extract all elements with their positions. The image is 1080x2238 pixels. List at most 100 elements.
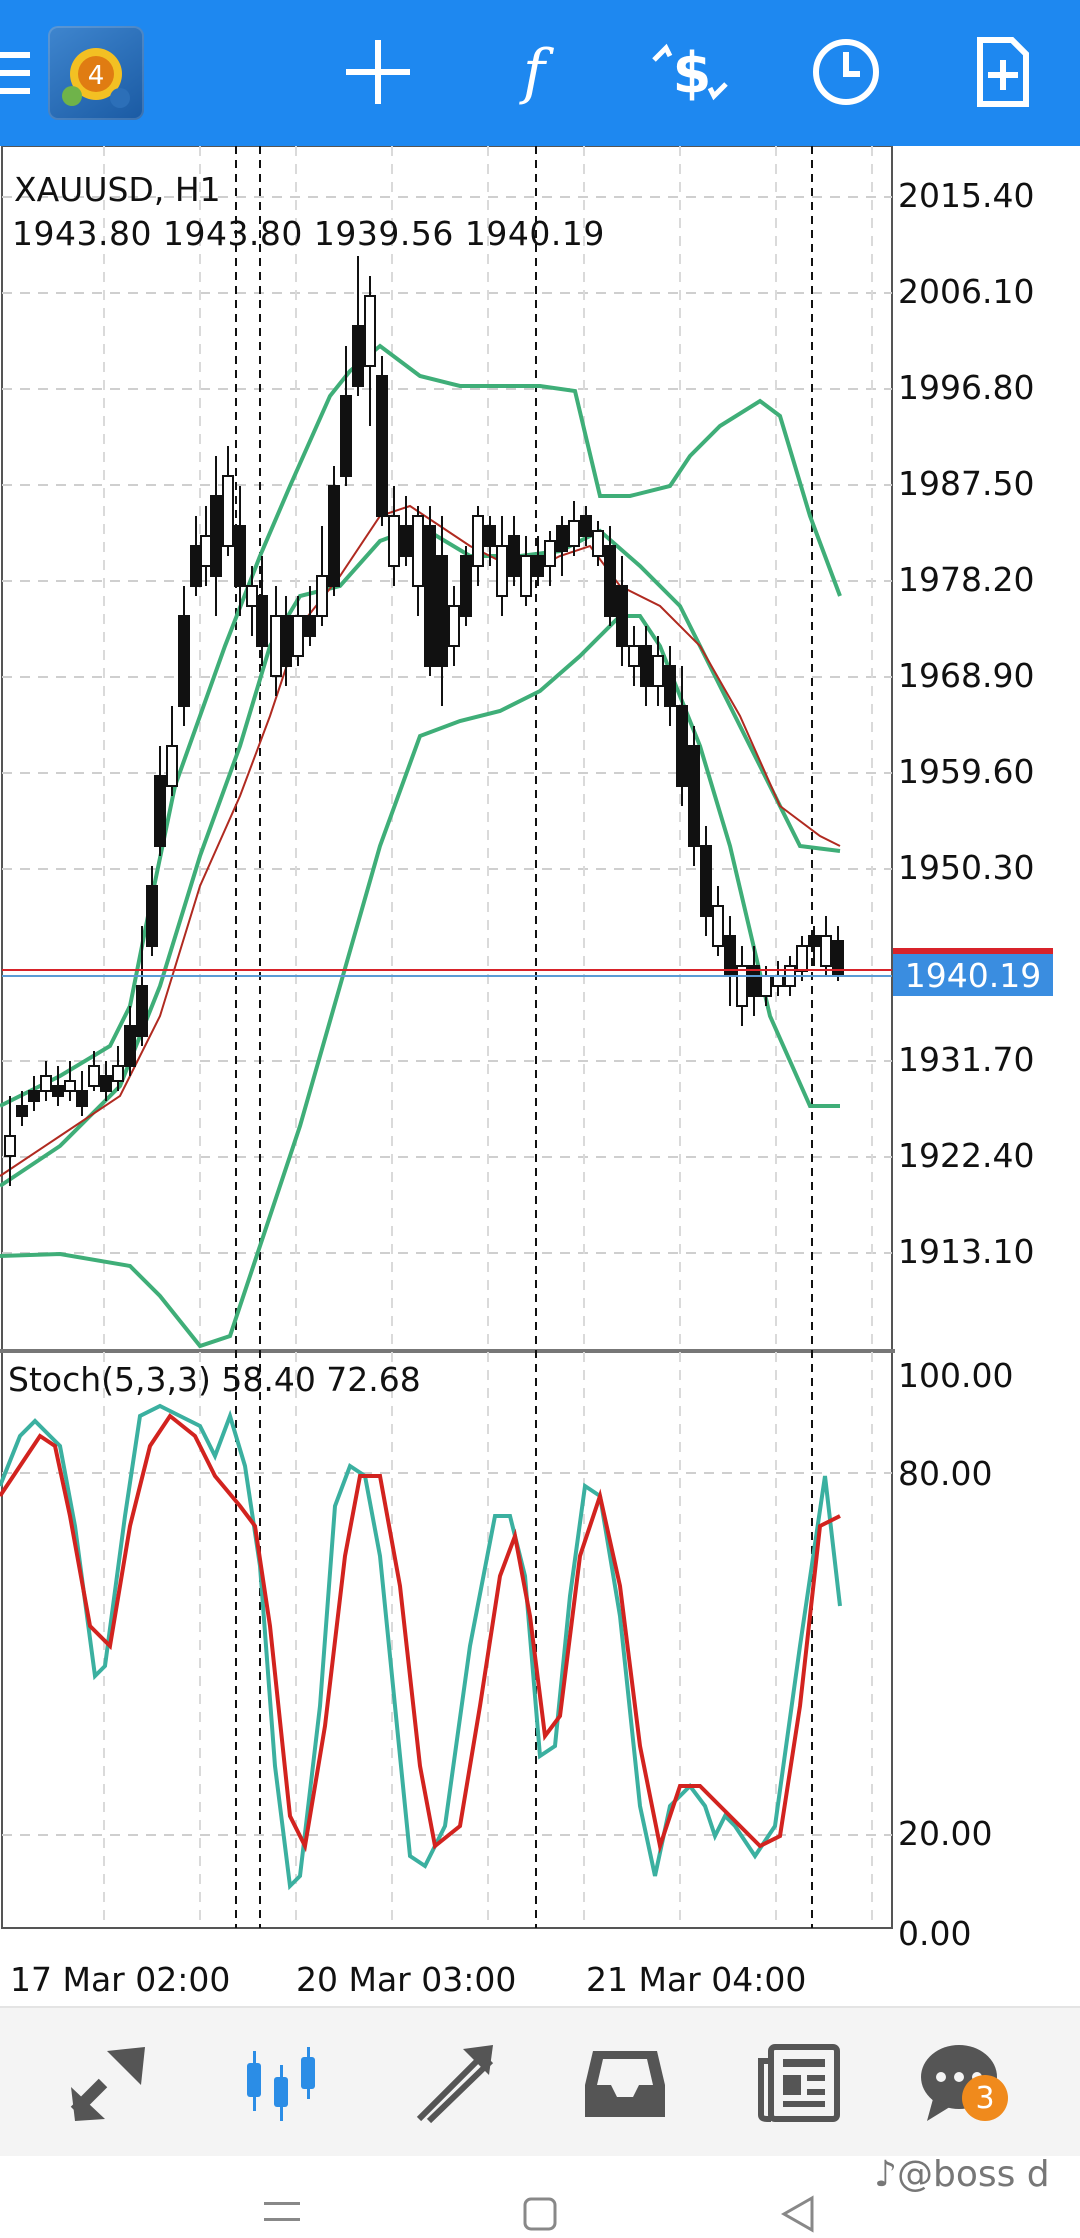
- candle-body: [544, 540, 556, 567]
- function-icon[interactable]: f: [492, 30, 576, 114]
- price-axis-label: 1978.20: [898, 560, 1035, 599]
- price-axis-label: 1922.40: [898, 1136, 1035, 1175]
- time-axis-label: 21 Mar 04:00: [586, 1960, 807, 1999]
- candle-body: [88, 1065, 100, 1087]
- current-price-tag: 1940.19: [893, 954, 1053, 996]
- quotes-icon[interactable]: [64, 2038, 154, 2128]
- candle-body: [200, 535, 212, 567]
- candle-body: [652, 655, 664, 687]
- candle-body: [190, 545, 202, 587]
- candle-body: [496, 545, 508, 597]
- back-icon[interactable]: [780, 2194, 816, 2238]
- candle-body: [210, 495, 222, 577]
- stochastic-signal-line: [0, 1413, 841, 1854]
- svg-text:f: f: [519, 37, 555, 107]
- price-axis-label: 1959.60: [898, 752, 1035, 791]
- candle-body: [640, 645, 652, 687]
- candle-body: [64, 1080, 76, 1092]
- price-axis-label: 1987.50: [898, 464, 1035, 503]
- symbol-title: XAUUSD, H1: [14, 170, 221, 209]
- candle-body: [736, 965, 748, 1007]
- candle-body: [4, 1135, 16, 1157]
- candle-body: [28, 1090, 40, 1102]
- ohlc-values: 1943.80 1943.80 1939.56 1940.19: [12, 214, 605, 253]
- price-axis-label: 1913.10: [898, 1232, 1035, 1271]
- crosshair-icon[interactable]: [336, 30, 420, 114]
- candle-body: [124, 1025, 136, 1067]
- stochastic-axis-label: 20.00: [898, 1814, 993, 1853]
- candle-body: [568, 520, 580, 547]
- system-navigation-bar: [0, 2156, 1080, 2235]
- new-document-icon[interactable]: [960, 30, 1044, 114]
- price-chart[interactable]: [0, 146, 1080, 2006]
- candle-body: [154, 775, 166, 847]
- candle-body: [292, 615, 304, 657]
- candle-body: [304, 615, 316, 637]
- chat-badge: 3: [962, 2075, 1008, 2121]
- candle-body: [376, 375, 388, 517]
- candle-body: [100, 1075, 112, 1092]
- candle-body: [234, 525, 246, 587]
- candle-body: [712, 905, 724, 947]
- candle-body: [796, 945, 808, 972]
- clock-icon[interactable]: [804, 30, 888, 114]
- candle-body: [688, 745, 700, 847]
- candle-body: [760, 975, 772, 997]
- svg-text:$: $: [673, 41, 712, 106]
- candle-body: [448, 605, 460, 647]
- trade-icon[interactable]: [410, 2038, 500, 2128]
- candle-body: [664, 665, 676, 707]
- price-axis-label: 1931.70: [898, 1040, 1035, 1079]
- price-axis-label: 2006.10: [898, 272, 1035, 311]
- chart-icon[interactable]: [236, 2038, 326, 2128]
- candle-body: [270, 615, 282, 677]
- candle-body: [808, 935, 820, 947]
- trade-icon[interactable]: $: [648, 30, 732, 114]
- bollinger-middle: [0, 523, 841, 1188]
- app-logo[interactable]: 4: [48, 26, 144, 120]
- candle-body: [328, 485, 340, 587]
- candle-body: [520, 555, 532, 597]
- main-pane-frame: [1, 146, 893, 1351]
- candle-body: [146, 885, 158, 947]
- candle-body: [628, 645, 640, 667]
- candle-body: [772, 975, 784, 987]
- time-axis-label: 20 Mar 03:00: [296, 1960, 517, 1999]
- candle-body: [472, 515, 484, 567]
- candle-body: [222, 475, 234, 547]
- top-toolbar: 4 f $: [0, 0, 1080, 146]
- stochastic-main-line: [0, 1403, 842, 1891]
- candle-body: [400, 525, 412, 557]
- menu-icon[interactable]: [0, 48, 32, 98]
- bollinger-upper: [0, 343, 842, 1108]
- watermark: ♪@boss d: [874, 2154, 1050, 2195]
- candle-body: [508, 535, 520, 577]
- stochastic-axis-label: 80.00: [898, 1454, 993, 1493]
- candle-body: [76, 1090, 88, 1107]
- candle-body: [316, 575, 328, 617]
- time-axis-label: 17 Mar 02:00: [10, 1960, 231, 1999]
- candle-body: [748, 965, 760, 997]
- candle-body: [556, 525, 568, 552]
- candle-body: [16, 1105, 28, 1117]
- recent-apps-icon[interactable]: [262, 2198, 302, 2232]
- candle-body: [436, 555, 448, 667]
- chart-area[interactable]: XAUUSD, H1 1943.80 1943.80 1939.56 1940.…: [0, 146, 1080, 2006]
- candle-body: [280, 615, 292, 667]
- candle-body: [532, 555, 544, 577]
- candle-body: [820, 935, 832, 967]
- ask-price-marker: [893, 948, 1053, 954]
- candle-body: [700, 845, 712, 917]
- svg-text:4: 4: [88, 61, 105, 91]
- candle-body: [136, 985, 148, 1037]
- price-axis-label: 2015.40: [898, 176, 1035, 215]
- candle-body: [112, 1065, 124, 1082]
- stochastic-title: Stoch(5,3,3) 58.40 72.68: [8, 1360, 421, 1399]
- news-icon[interactable]: [754, 2038, 844, 2128]
- home-icon[interactable]: [522, 2196, 558, 2236]
- candle-body: [178, 615, 190, 707]
- candle-body: [616, 585, 628, 647]
- candle-body: [460, 555, 472, 617]
- history-icon[interactable]: [580, 2038, 670, 2128]
- moving-average: [0, 504, 841, 1177]
